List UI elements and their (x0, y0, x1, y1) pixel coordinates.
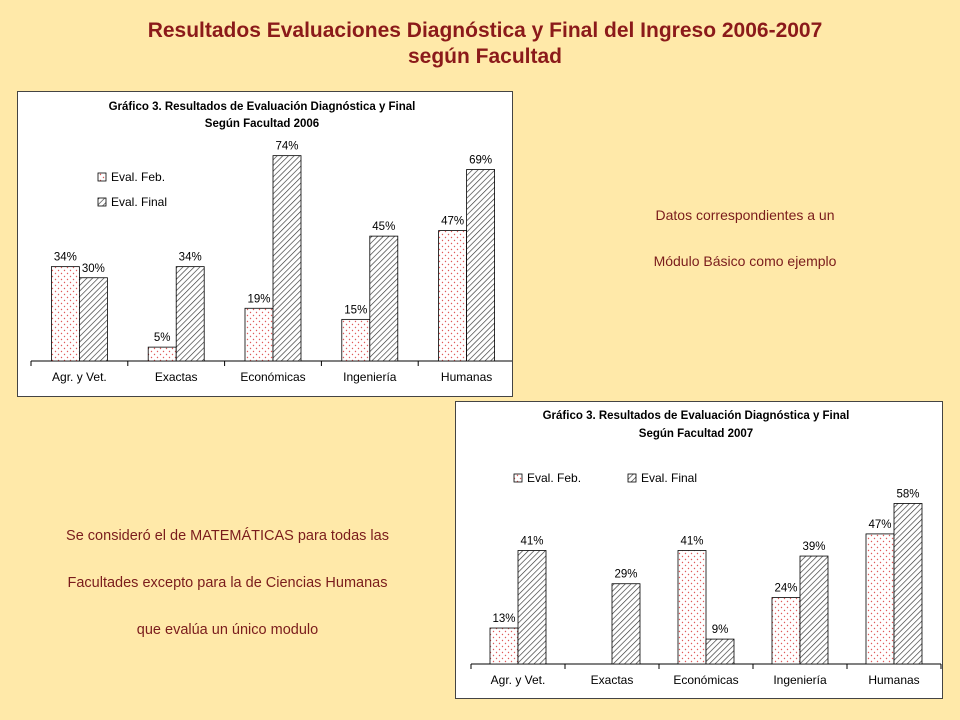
bar-eval-final (369, 235, 399, 362)
x-tick-label: Exactas (155, 370, 198, 384)
bar-eval-final (272, 155, 302, 362)
note-left-line1: Se consideró el de MATEMÁTICAS para toda… (66, 528, 389, 544)
page-title-line1: Resultados Evaluaciones Diagnóstica y Fi… (147, 19, 823, 42)
legend-label: Eval. Feb. (527, 471, 581, 485)
x-tick-label: Agr. y Vet. (52, 370, 107, 384)
legend-swatch (513, 473, 523, 483)
chart-2007-svg: Gráfico 3. Resultados de Evaluación Diag… (470, 410, 942, 687)
data-label: 39% (802, 541, 825, 553)
data-label: 45% (372, 221, 395, 233)
data-label: 41% (680, 536, 703, 548)
x-tick-label: Económicas (240, 370, 305, 384)
data-label: 47% (441, 216, 464, 228)
data-label: 13% (492, 613, 515, 625)
note-right: Datos correspondientes a un Módulo Básic… (560, 192, 930, 284)
data-label: 41% (520, 536, 543, 548)
data-label: 34% (179, 252, 202, 264)
bar-eval-feb (771, 597, 801, 665)
x-tick-label: Agr. y Vet. (491, 673, 546, 687)
chart-subtitle: Según Facultad 2007 (639, 428, 753, 440)
bar-eval-final (611, 583, 641, 665)
legend-swatch (97, 172, 107, 182)
data-label: 19% (247, 293, 270, 305)
x-tick-label: Humanas (868, 673, 919, 687)
note-right-line2: Módulo Básico como ejemplo (653, 253, 837, 269)
data-label: 5% (154, 332, 171, 344)
note-left-line2: Facultades excepto para la de Ciencias H… (67, 575, 388, 591)
legend-label: Eval. Final (111, 195, 167, 209)
bar-eval-final (79, 277, 108, 362)
page-title: Resultados Evaluaciones Diagnóstica y Fi… (0, 18, 960, 70)
bar-eval-final (799, 555, 829, 665)
bar-eval-final (175, 266, 205, 362)
x-tick-label: Ingeniería (773, 673, 827, 687)
chart-2006-svg: Gráfico 3. Resultados de Evaluación Diag… (30, 101, 512, 384)
chart-subtitle: Según Facultad 2006 (205, 118, 319, 130)
data-label: 74% (275, 141, 298, 153)
x-tick-label: Ingeniería (343, 370, 397, 384)
x-tick-label: Humanas (441, 370, 492, 384)
page-title-line2: según Facultad (407, 45, 563, 68)
bar-eval-feb (865, 533, 895, 665)
data-label: 9% (712, 624, 729, 636)
legend-swatch (97, 197, 107, 207)
chart-2006: Gráfico 3. Resultados de Evaluación Diag… (17, 91, 513, 397)
note-right-line1: Datos correspondientes a un (655, 207, 835, 223)
bar-eval-feb (147, 346, 177, 362)
bar-eval-feb (489, 627, 519, 665)
data-label: 30% (82, 263, 105, 275)
x-tick-label: Exactas (591, 673, 634, 687)
bar-eval-feb (341, 318, 371, 362)
data-label: 15% (344, 304, 367, 316)
bar-eval-final (705, 638, 735, 665)
note-left-line3: que evalúa un único modulo (136, 622, 319, 638)
data-label: 69% (469, 155, 492, 167)
bar-eval-feb (244, 307, 274, 362)
bar-eval-final (517, 550, 547, 665)
data-label: 58% (896, 488, 919, 500)
bar-eval-feb (438, 230, 468, 362)
legend-label: Eval. Feb. (111, 170, 165, 184)
data-label: 24% (774, 583, 797, 595)
x-tick-label: Económicas (673, 673, 738, 687)
data-label: 29% (614, 569, 637, 581)
chart-title: Gráfico 3. Resultados de Evaluación Diag… (109, 101, 416, 113)
data-label: 34% (54, 252, 77, 264)
legend-swatch (627, 473, 637, 483)
data-label: 47% (868, 519, 891, 531)
chart-2007: Gráfico 3. Resultados de Evaluación Diag… (455, 401, 943, 699)
bar-eval-feb (51, 266, 80, 362)
bar-eval-final (466, 169, 496, 362)
legend-label: Eval. Final (641, 471, 697, 485)
bar-eval-final (893, 503, 923, 665)
note-left: Se consideró el de MATEMÁTICAS para toda… (0, 513, 455, 654)
chart-title: Gráfico 3. Resultados de Evaluación Diag… (543, 410, 850, 422)
bar-eval-feb (677, 550, 707, 665)
